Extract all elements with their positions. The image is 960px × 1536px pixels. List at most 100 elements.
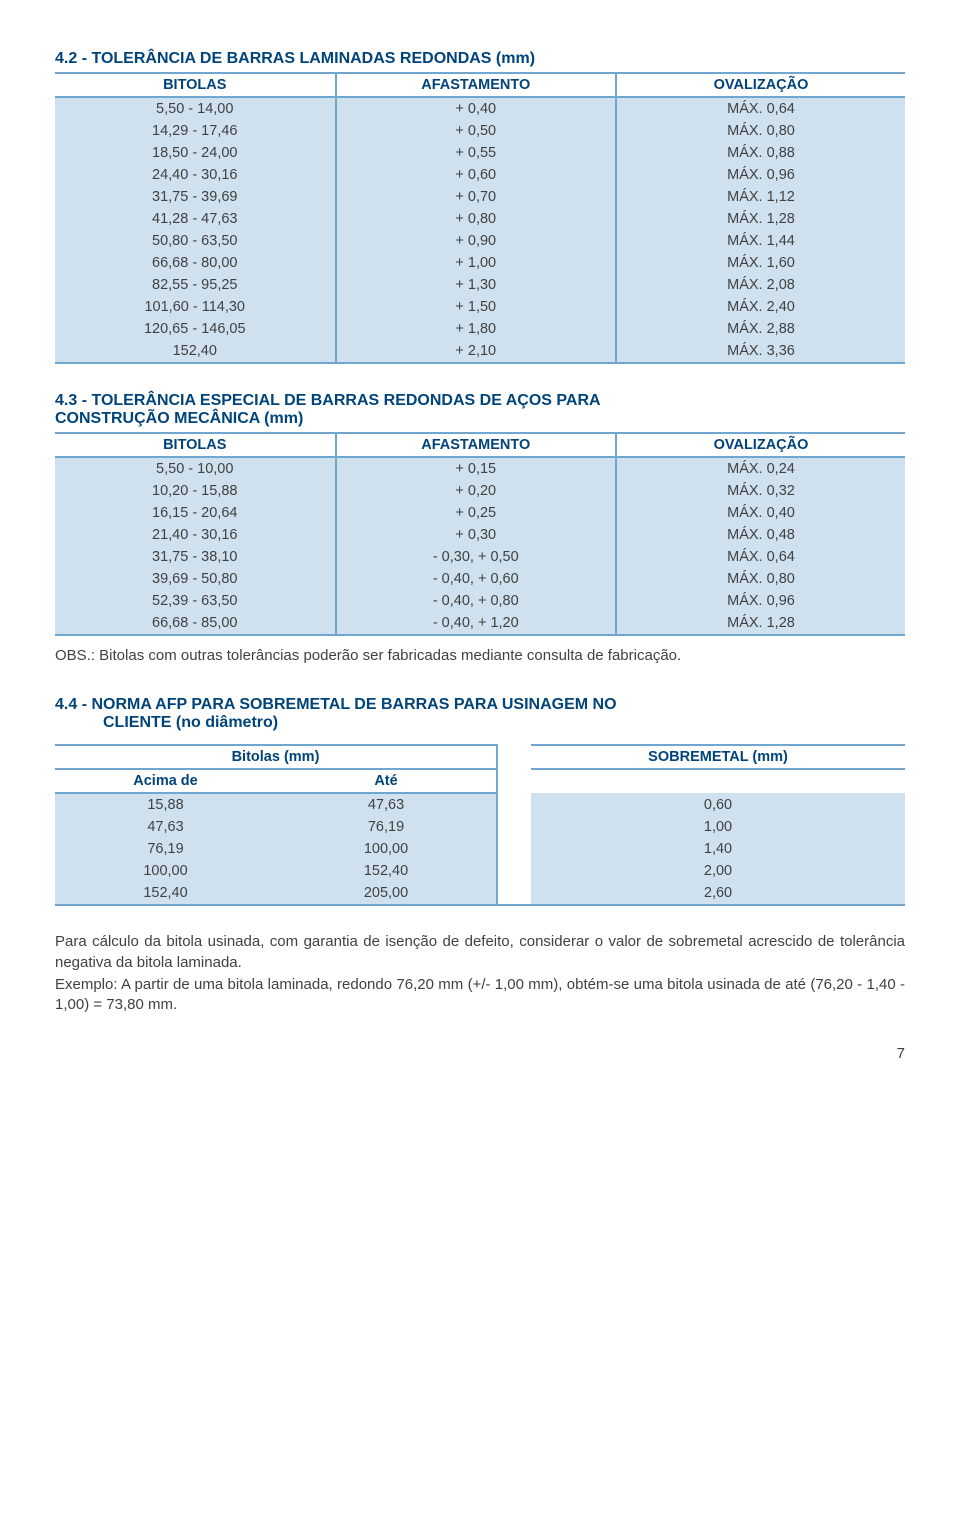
table-cell: MÁX. 1,44	[616, 230, 905, 252]
section-42-title: 4.2 - TOLERÂNCIA DE BARRAS LAMINADAS RED…	[55, 50, 905, 68]
table-cell: 100,00	[55, 860, 276, 882]
spacer	[497, 882, 531, 905]
table-cell: 16,15 - 20,64	[55, 502, 336, 524]
col-afastamento: AFASTAMENTO	[336, 433, 617, 457]
table-cell: + 1,30	[336, 274, 617, 296]
table-cell: + 0,40	[336, 97, 617, 120]
table-cell: + 0,55	[336, 142, 617, 164]
table-cell: + 1,00	[336, 252, 617, 274]
table-cell: MÁX. 0,24	[616, 457, 905, 480]
table-cell: 66,68 - 80,00	[55, 252, 336, 274]
table-cell: MÁX. 1,12	[616, 186, 905, 208]
col-ovalizacao: OVALIZAÇÃO	[616, 433, 905, 457]
table-cell: + 0,50	[336, 120, 617, 142]
col-bitolas: BITOLAS	[55, 73, 336, 97]
section-43-title-line2: CONSTRUÇÃO MECÂNICA (mm)	[55, 410, 905, 428]
col-ovalizacao: OVALIZAÇÃO	[616, 73, 905, 97]
table-cell: + 0,80	[336, 208, 617, 230]
table-cell: 18,50 - 24,00	[55, 142, 336, 164]
table-cell: MÁX. 2,88	[616, 318, 905, 340]
table-cell: MÁX. 0,64	[616, 546, 905, 568]
table-cell: 1,40	[531, 838, 905, 860]
table-cell: 66,68 - 85,00	[55, 612, 336, 635]
table-cell: 0,60	[531, 793, 905, 816]
table-cell: 21,40 - 30,16	[55, 524, 336, 546]
table-cell: 120,65 - 146,05	[55, 318, 336, 340]
table-cell: + 0,30	[336, 524, 617, 546]
table-cell: + 1,80	[336, 318, 617, 340]
table-cell: MÁX. 2,08	[616, 274, 905, 296]
table-cell: MÁX. 0,40	[616, 502, 905, 524]
col-bitolas: BITOLAS	[55, 433, 336, 457]
table-cell: - 0,40, + 0,60	[336, 568, 617, 590]
spacer	[497, 860, 531, 882]
table-cell: - 0,40, + 0,80	[336, 590, 617, 612]
table-cell: 152,40	[55, 882, 276, 905]
table-cell: + 1,50	[336, 296, 617, 318]
table-cell: + 0,25	[336, 502, 617, 524]
bottom-para-2: Exemplo: A partir de uma bitola laminada…	[55, 975, 905, 1016]
table-cell: 76,19	[276, 816, 497, 838]
table-cell: MÁX. 1,28	[616, 208, 905, 230]
table-cell: 10,20 - 15,88	[55, 480, 336, 502]
table-cell: 2,00	[531, 860, 905, 882]
table-cell: MÁX. 1,60	[616, 252, 905, 274]
table-cell: 1,00	[531, 816, 905, 838]
table-42: BITOLAS AFASTAMENTO OVALIZAÇÃO 5,50 - 14…	[55, 72, 905, 364]
table-cell: MÁX. 0,80	[616, 120, 905, 142]
bottom-para-1: Para cálculo da bitola usinada, com gara…	[55, 932, 905, 973]
table-cell: 15,88	[55, 793, 276, 816]
section-44-title-line2: CLIENTE (no diâmetro)	[55, 714, 905, 732]
col-bitolas-mm: Bitolas (mm)	[55, 745, 497, 769]
table-cell: 5,50 - 14,00	[55, 97, 336, 120]
table-cell: 82,55 - 95,25	[55, 274, 336, 296]
table-cell: + 0,90	[336, 230, 617, 252]
table-43: BITOLAS AFASTAMENTO OVALIZAÇÃO 5,50 - 10…	[55, 432, 905, 636]
table-cell: 31,75 - 38,10	[55, 546, 336, 568]
obs-text: OBS.: Bitolas com outras tolerâncias pod…	[55, 646, 905, 666]
table-cell: 76,19	[55, 838, 276, 860]
table-cell: MÁX. 0,88	[616, 142, 905, 164]
table-cell: 100,00	[276, 838, 497, 860]
section-43-title-line1: 4.3 - TOLERÂNCIA ESPECIAL DE BARRAS REDO…	[55, 392, 905, 410]
table-cell: 52,39 - 63,50	[55, 590, 336, 612]
table-cell: 47,63	[55, 816, 276, 838]
table-cell: MÁX. 0,96	[616, 164, 905, 186]
col-acima-de: Acima de	[55, 769, 276, 793]
col-sobremetal: SOBREMETAL (mm)	[531, 745, 905, 769]
table-cell: 31,75 - 39,69	[55, 186, 336, 208]
table-cell: MÁX. 0,48	[616, 524, 905, 546]
table-cell: MÁX. 0,64	[616, 97, 905, 120]
table-cell: MÁX. 0,96	[616, 590, 905, 612]
col-ate: Até	[276, 769, 497, 793]
table-cell: 24,40 - 30,16	[55, 164, 336, 186]
table-cell: 47,63	[276, 793, 497, 816]
table-cell: 2,60	[531, 882, 905, 905]
table-cell: 39,69 - 50,80	[55, 568, 336, 590]
table-cell: MÁX. 2,40	[616, 296, 905, 318]
table-cell: + 0,60	[336, 164, 617, 186]
spacer	[497, 793, 531, 816]
table-cell: 152,40	[276, 860, 497, 882]
table-cell: MÁX. 3,36	[616, 340, 905, 363]
table-cell: + 0,15	[336, 457, 617, 480]
table-cell: 205,00	[276, 882, 497, 905]
table-cell: 41,28 - 47,63	[55, 208, 336, 230]
table-cell: + 2,10	[336, 340, 617, 363]
table-cell: - 0,40, + 1,20	[336, 612, 617, 635]
section-44-title-line1: 4.4 - NORMA AFP PARA SOBREMETAL DE BARRA…	[55, 696, 905, 714]
table-cell: + 0,20	[336, 480, 617, 502]
table-cell: MÁX. 0,80	[616, 568, 905, 590]
table-cell: MÁX. 0,32	[616, 480, 905, 502]
table-cell: - 0,30, + 0,50	[336, 546, 617, 568]
page-number: 7	[55, 1045, 905, 1062]
table-cell: + 0,70	[336, 186, 617, 208]
spacer	[497, 816, 531, 838]
table-cell: 5,50 - 10,00	[55, 457, 336, 480]
table-cell: MÁX. 1,28	[616, 612, 905, 635]
table-cell: 50,80 - 63,50	[55, 230, 336, 252]
table-cell: 152,40	[55, 340, 336, 363]
table-cell: 101,60 - 114,30	[55, 296, 336, 318]
table-44: Bitolas (mm) SOBREMETAL (mm) Acima de At…	[55, 744, 905, 906]
col-afastamento: AFASTAMENTO	[336, 73, 617, 97]
